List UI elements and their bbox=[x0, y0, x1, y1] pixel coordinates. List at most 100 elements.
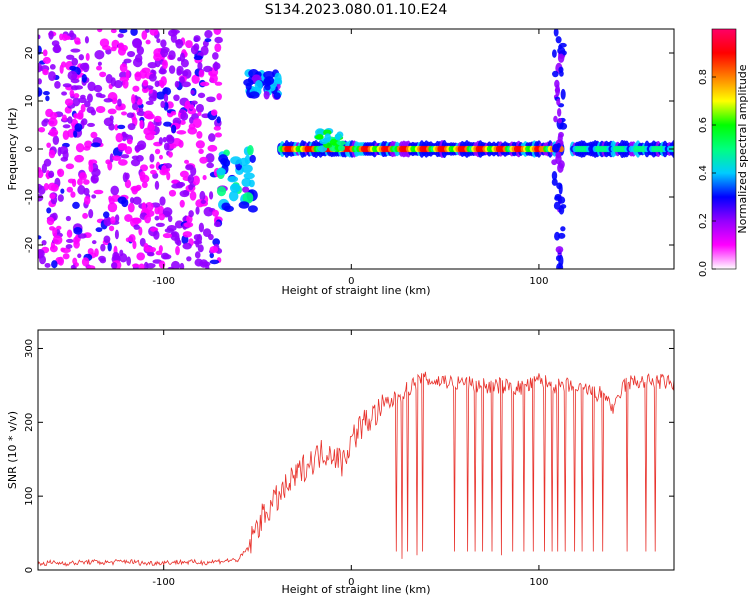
spectrogram-noise-cell bbox=[152, 91, 158, 100]
spectrogram-noise-cell bbox=[132, 85, 140, 92]
spectrogram-noise-cell bbox=[208, 233, 214, 241]
spectrogram-noise-cell bbox=[175, 245, 180, 256]
spectrogram-noise-cell bbox=[134, 72, 141, 78]
spectrogram-noise-cell bbox=[179, 119, 186, 125]
spectrogram-noise-cell bbox=[45, 95, 50, 102]
spectrogram-noise-cell bbox=[90, 174, 99, 184]
spectrogram-noise-cell bbox=[62, 253, 70, 260]
spectrogram-noise-cell bbox=[47, 117, 58, 127]
spectrogram-noise-cell bbox=[42, 56, 51, 64]
spectrogram-noise-cell bbox=[136, 100, 143, 106]
snr-background bbox=[38, 330, 674, 570]
spectrogram-noise-cell bbox=[112, 251, 120, 261]
spectrogram-noise-cell bbox=[59, 33, 64, 41]
spectrogram-vertical-cell bbox=[560, 88, 566, 100]
spectrogram-noise-cell bbox=[70, 264, 76, 269]
spectrogram-noise-cell bbox=[160, 76, 167, 87]
spectrogram-noise-cell bbox=[80, 94, 86, 99]
spectrogram-noise-cell bbox=[179, 190, 190, 198]
spectrogram-noise-cell bbox=[138, 107, 144, 112]
spectrogram-noise-cell bbox=[144, 202, 154, 212]
spectrogram-noise-cell bbox=[38, 235, 42, 240]
spectrogram-noise-cell bbox=[74, 262, 79, 267]
spectrogram-noise-cell bbox=[122, 172, 128, 183]
spectrogram-noise-cell bbox=[110, 216, 116, 224]
spectrogram-noise-cell bbox=[168, 50, 176, 61]
spectrogram-noise-cell bbox=[60, 247, 66, 252]
spectrogram-noise-cell bbox=[57, 256, 65, 266]
spectrogram-noise-cell bbox=[87, 122, 95, 128]
snr-ytick-label: 300 bbox=[24, 339, 35, 358]
spectrogram-noise-cell bbox=[42, 49, 48, 57]
spectrogram-noise-cell bbox=[193, 35, 201, 42]
spectrogram-noise-cell bbox=[96, 65, 103, 71]
snr-frame bbox=[37, 329, 675, 571]
spectrogram-ytick-label: 10 bbox=[24, 95, 35, 108]
spectrogram-noise-cell bbox=[38, 127, 46, 133]
spectrogram-vertical-cell bbox=[553, 29, 559, 37]
spectrogram-noise-cell bbox=[91, 240, 97, 245]
spectrogram-noise-cell bbox=[212, 238, 221, 246]
spectrogram-noise-cell bbox=[125, 69, 130, 80]
spectrogram-noise-cell bbox=[168, 151, 173, 158]
spectrogram-noise-cell bbox=[158, 154, 163, 160]
spectrogram-noise-cell bbox=[84, 195, 91, 205]
spectrogram-vertical-cell bbox=[551, 178, 558, 186]
spectrogram-noise-cell bbox=[141, 67, 151, 74]
spectrogram-blob-cell bbox=[241, 177, 252, 187]
spectrogram-noise-cell bbox=[51, 40, 60, 47]
spectrogram-noise-cell bbox=[149, 29, 159, 36]
spectrogram-noise-cell bbox=[38, 249, 45, 259]
colorbar-tick-label: 0.6 bbox=[698, 117, 709, 133]
spectrogram-noise-cell bbox=[114, 229, 119, 240]
spectrogram-noise-cell bbox=[154, 206, 160, 215]
spectrogram-noise-cell bbox=[150, 169, 157, 175]
spectrogram-noise-cell bbox=[163, 121, 172, 127]
spectrogram-noise-cell bbox=[70, 191, 76, 198]
spectrogram-noise-cell bbox=[46, 142, 52, 148]
spectrogram-noise-cell bbox=[154, 148, 161, 155]
spectrogram-noise-cell bbox=[62, 150, 69, 160]
spectrogram-noise-cell bbox=[119, 253, 128, 263]
spectrogram-noise-cell bbox=[61, 114, 67, 121]
spectrogram-blob-cell bbox=[243, 172, 255, 180]
spectrogram-noise-cell bbox=[158, 137, 163, 145]
spectrogram-noise-cell bbox=[86, 106, 95, 114]
spectrogram-noise-cell bbox=[38, 87, 43, 98]
spectrogram-noise-cell bbox=[38, 185, 46, 195]
spectrogram-vertical-cell bbox=[557, 53, 565, 63]
spectrogram-noise-cell bbox=[43, 118, 50, 123]
spectrogram-noise-cell bbox=[74, 123, 83, 132]
spectrogram-noise-cell bbox=[62, 130, 70, 141]
spectrogram-vertical-cell bbox=[557, 118, 563, 124]
spectrogram-noise-cell bbox=[73, 93, 80, 99]
spectrogram-noise-cell bbox=[57, 194, 64, 202]
spectrogram-noise-cell bbox=[184, 159, 190, 164]
spectrogram-noise-cell bbox=[69, 30, 74, 38]
spectrogram-noise-cell bbox=[130, 29, 138, 37]
spectrogram-vertical-cell bbox=[556, 182, 563, 190]
spectrogram-vertical-cell bbox=[554, 195, 561, 201]
snr-ytick-label: 100 bbox=[24, 487, 35, 506]
spectrogram-noise-cell bbox=[162, 254, 172, 260]
spectrogram-noise-cell bbox=[49, 245, 58, 253]
spectrogram-noise-cell bbox=[213, 125, 221, 131]
spectrogram-noise-cell bbox=[122, 133, 129, 138]
spectrogram-noise-cell bbox=[77, 253, 82, 259]
spectrogram-noise-cell bbox=[127, 202, 135, 213]
snr-xlabel: Height of straight line (km) bbox=[281, 583, 430, 596]
spectrogram-noise-cell bbox=[130, 185, 141, 192]
spectrogram-noise-cell bbox=[62, 83, 72, 88]
spectrogram-noise-cell bbox=[195, 206, 200, 215]
spectrogram-noise-cell bbox=[195, 140, 205, 149]
spectrogram-noise-cell bbox=[139, 119, 144, 129]
spectrogram-vertical-cell bbox=[555, 151, 562, 159]
spectrogram-noise-cell bbox=[171, 260, 180, 269]
spectrogram-blob-cell bbox=[248, 91, 260, 99]
spectrogram-noise-cell bbox=[75, 143, 85, 153]
spectrogram-noise-cell bbox=[199, 156, 208, 164]
spectrogram-noise-cell bbox=[175, 38, 184, 49]
spectrogram-noise-cell bbox=[49, 64, 56, 70]
spectrogram-ytick-label: -10 bbox=[24, 189, 35, 205]
spectrogram-noise-cell bbox=[154, 115, 162, 123]
